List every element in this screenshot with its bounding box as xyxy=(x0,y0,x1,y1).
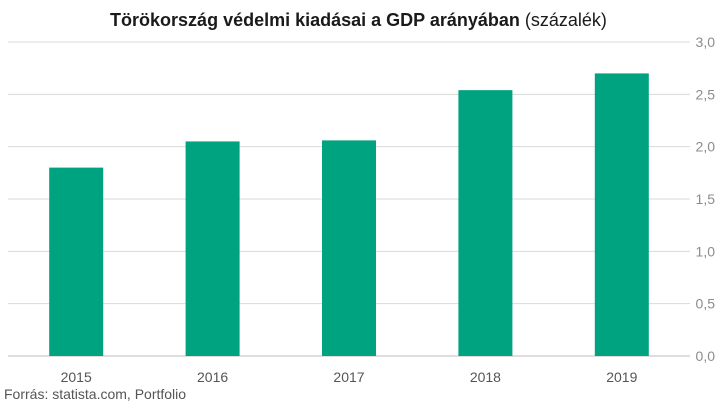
y-tick-label: 3,0 xyxy=(696,34,716,50)
bar xyxy=(49,167,104,356)
bar xyxy=(594,73,649,357)
chart-title-main: Törökország védelmi kiadásai a GDP arány… xyxy=(110,10,520,30)
bar xyxy=(322,140,376,356)
x-tick-label: 2017 xyxy=(333,369,364,385)
x-tick-label: 2018 xyxy=(470,369,501,385)
x-tick-label: 2016 xyxy=(197,369,228,385)
x-tick-label: 2015 xyxy=(61,369,92,385)
x-tick-label: 2019 xyxy=(606,369,637,385)
y-tick-label: 1,5 xyxy=(696,191,716,207)
chart-title: Törökország védelmi kiadásai a GDP arány… xyxy=(0,10,717,31)
y-tick-label: 1,0 xyxy=(696,243,716,259)
chart-title-unit: (százalék) xyxy=(524,10,607,30)
y-tick-label: 0,0 xyxy=(696,348,716,364)
y-tick-label: 0,5 xyxy=(696,296,716,312)
source-note: Forrás: statista.com, Portfolio xyxy=(4,386,187,402)
y-tick-label: 2,0 xyxy=(696,139,716,155)
bar xyxy=(458,90,513,356)
bar xyxy=(185,141,240,356)
y-tick-label: 2,5 xyxy=(696,86,716,102)
